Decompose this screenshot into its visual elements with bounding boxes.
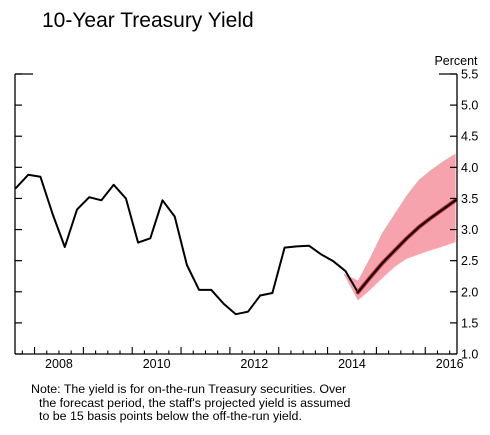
y-tick-label: 3.5: [461, 192, 478, 206]
y-tick-label: 5.0: [461, 99, 478, 113]
note-line-2: the forecast period, the staff's project…: [39, 395, 351, 410]
x-tick-label: 2012: [240, 357, 268, 371]
axis-ticks: [15, 73, 457, 355]
chart-title: 10-Year Treasury Yield: [42, 9, 254, 32]
projection-line: [356, 199, 457, 294]
y-tick-label: 2.5: [461, 254, 478, 268]
axis-labels: 1.0 1.5 2.0 2.5 3.0 3.5 4.0 4.5 5.0 5.5 2008 2010 20…: [45, 54, 478, 371]
y-tick-label: 3.0: [461, 223, 478, 237]
x-tick-label: 2010: [143, 357, 171, 371]
series-line-layer: [15, 173, 458, 316]
line-chart: 1.0 1.5 2.0 2.5 3.0 3.5 4.0 4.5 5.0 5.5 2008 2010 20…: [14, 54, 478, 371]
y-tick-label: 1.0: [461, 348, 478, 362]
y-tick-label: 1.5: [461, 316, 478, 330]
forecast-band-layer: [343, 153, 456, 301]
y-tick-label: 2.0: [461, 285, 478, 299]
note-line-3: to be 15 basis points below the off-the-…: [39, 409, 302, 423]
note-line-1: Note: The yield is for on-the-run Treasu…: [31, 382, 347, 396]
chart-note: Note: The yield is for on-the-run Treasu…: [31, 382, 481, 424]
x-tick-label: 2016: [436, 357, 464, 371]
x-tick-label: 2008: [45, 357, 73, 371]
plot-frame: [14, 73, 458, 355]
history-line: [15, 173, 359, 316]
x-tick-label: 2014: [338, 357, 366, 371]
y-tick-label: 4.0: [461, 161, 478, 175]
y-axis-unit-label: Percent: [434, 54, 478, 68]
y-tick-label: 4.5: [461, 130, 478, 144]
forecast-band: [343, 153, 456, 301]
y-tick-label: 5.5: [461, 68, 478, 82]
